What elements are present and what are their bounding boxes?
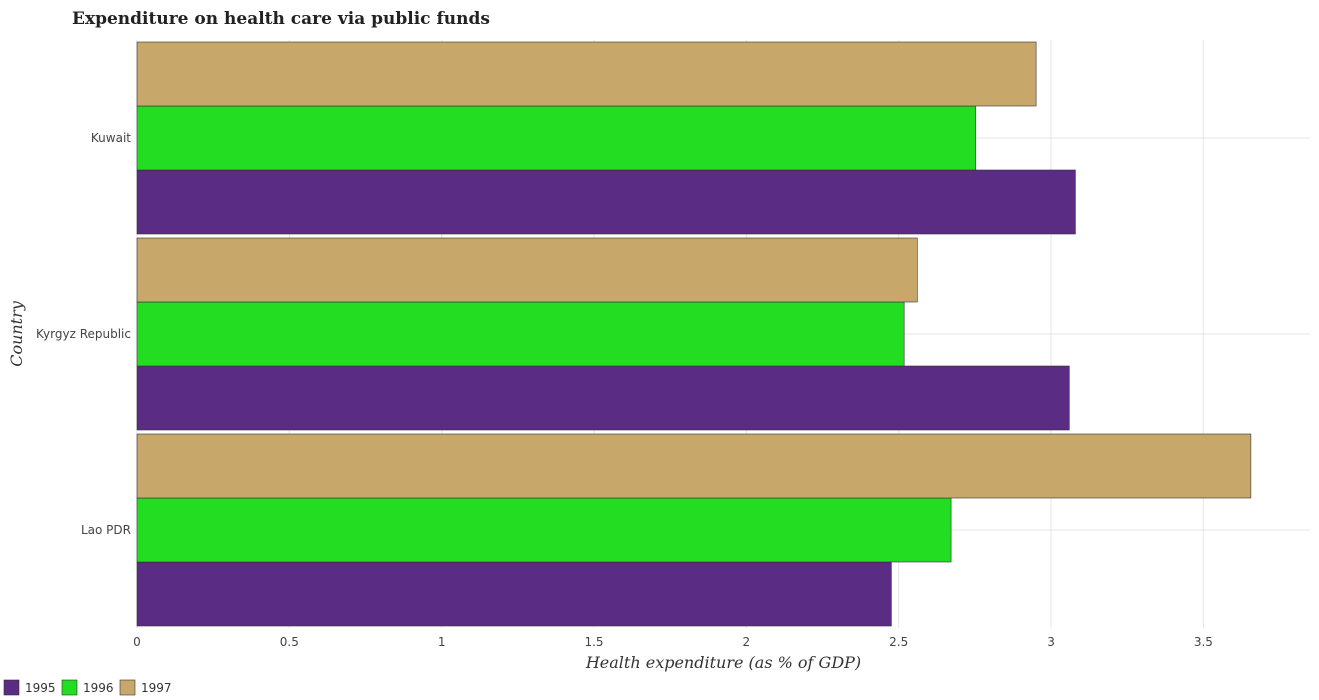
legend-swatch-1996 [61,679,78,696]
bar-1997-kuwait [136,41,1037,107]
legend: 1995 1996 1997 [3,679,172,696]
legend-swatch-1995 [3,679,20,696]
x-tick-label: 0 [133,635,141,649]
y-axis-label: Country [7,300,26,367]
y-category-label: Kyrgyz Republic [36,327,131,341]
legend-label-1995: 1995 [25,681,56,695]
x-tick-label: 2 [743,635,751,649]
x-axis-ticks: 0 0.5 1 1.5 2 2.5 3 3.5 [133,635,1213,649]
bar-1995-kyrgyz-republic [136,365,1070,431]
legend-label-1996: 1996 [83,681,114,695]
bar-1997-lao-pdr [136,433,1252,499]
x-tick-label: 2.5 [889,635,908,649]
y-category-label: Kuwait [91,131,131,145]
bar-1996-lao-pdr [136,497,952,563]
x-tick-label: 1.5 [584,635,603,649]
bar-1996-kuwait [136,105,977,171]
x-tick-label: 1 [438,635,446,649]
bar-1995-kuwait [136,169,1076,235]
legend-label-1997: 1997 [141,681,172,695]
x-axis-label: Health expenditure (as % of GDP) [585,653,861,672]
x-tick-label: 0.5 [280,635,299,649]
y-axis-categories: Kuwait Kyrgyz Republic Lao PDR [36,131,131,537]
x-tick-label: 3 [1047,635,1055,649]
y-category-label: Lao PDR [81,523,131,537]
legend-swatch-1997 [119,679,136,696]
bar-1995-lao-pdr [136,561,892,627]
bar-1997-kyrgyz-republic [136,237,918,303]
bar-1996-kyrgyz-republic [136,301,905,367]
bars [136,41,1252,627]
x-tick-label: 3.5 [1194,635,1213,649]
chart-title: Expenditure on health care via public fu… [72,9,490,29]
